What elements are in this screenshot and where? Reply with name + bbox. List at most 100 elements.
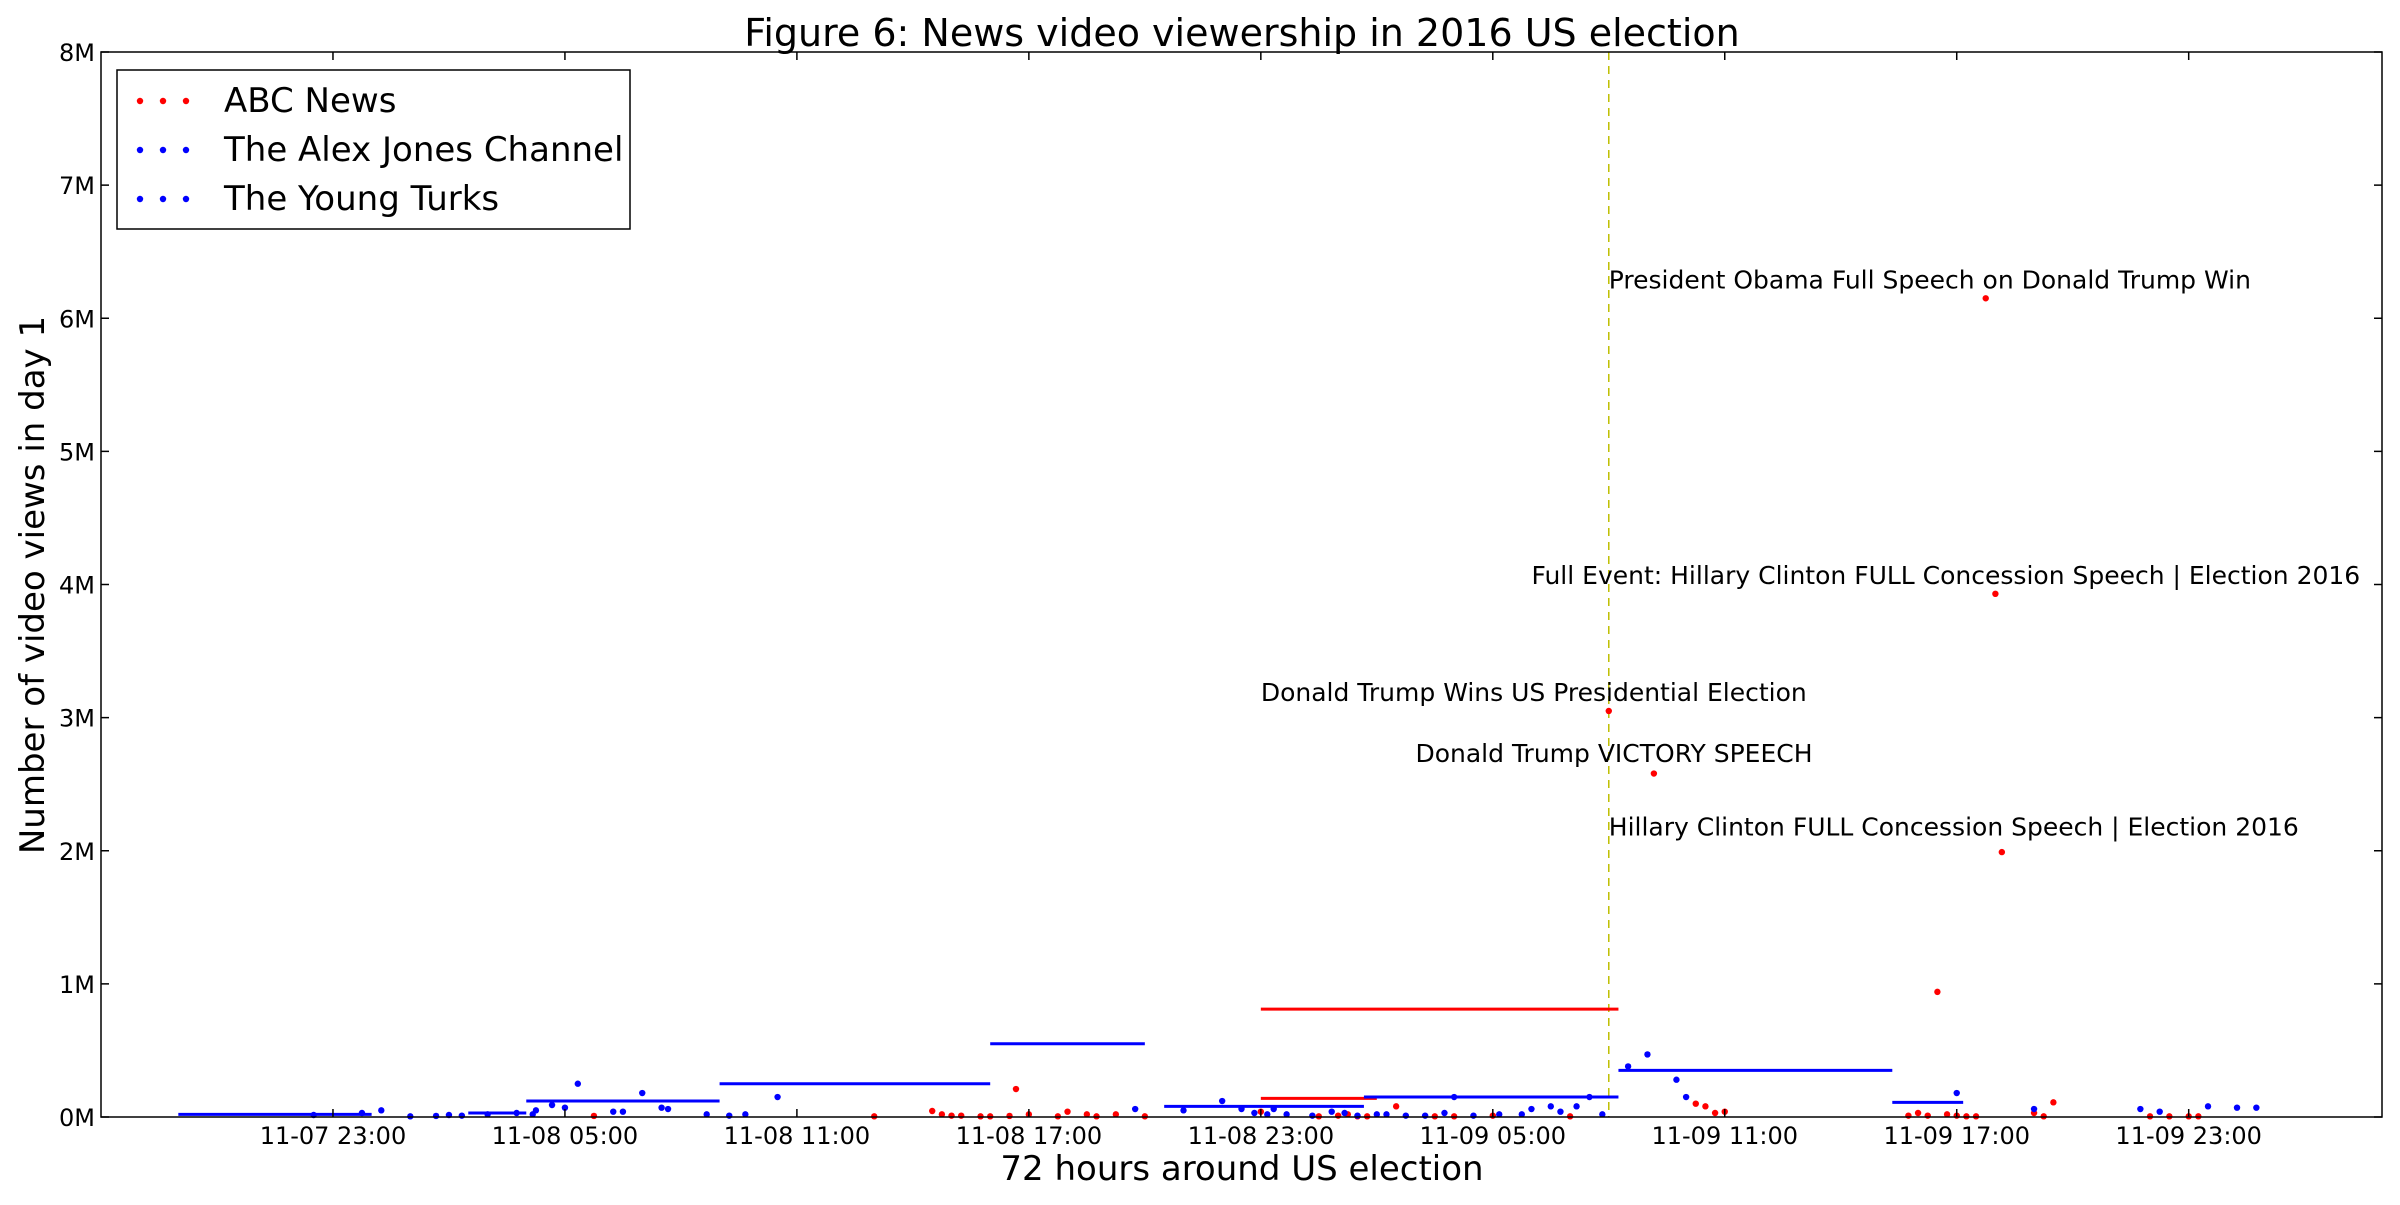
the-alex-jones-channel-point — [1383, 1111, 1390, 1118]
the-alex-jones-channel-point — [378, 1107, 385, 1114]
the-young-turks-point — [664, 1105, 672, 1113]
the-alex-jones-channel-point — [658, 1104, 665, 1111]
legend-marker-the-young-turks — [182, 195, 190, 203]
the-alex-jones-channel-point — [1131, 1105, 1139, 1113]
abc-news-point — [1711, 1109, 1719, 1117]
the-alex-jones-channel-point — [358, 1109, 366, 1117]
the-young-turks-point — [726, 1112, 733, 1119]
legend-marker-abc-news — [159, 97, 167, 105]
the-young-turks-point — [1557, 1108, 1564, 1115]
annotation-label: President Obama Full Speech on Donald Tr… — [1609, 265, 2251, 294]
legend-marker-the-alex-jones-channel — [182, 146, 190, 154]
x-tick-label: 11-09 17:00 — [1883, 1122, 2030, 1150]
abc-news-point — [1006, 1112, 1013, 1120]
legend: ABC News The Alex Jones Channel The Young … — [116, 69, 631, 230]
abc-news-point — [1982, 295, 1989, 302]
y-axis-label: Number of video views in day 1 — [13, 316, 53, 854]
abc-news-point — [1992, 590, 1999, 598]
annotation-label: Hillary Clinton FULL Concession Speech |… — [1609, 812, 2299, 841]
legend-label-abc-news: ABC News — [224, 81, 396, 121]
x-tick-label: 11-08 11:00 — [724, 1122, 871, 1150]
the-young-turks-point — [1528, 1105, 1535, 1113]
abc-news-point — [1934, 988, 1941, 996]
the-young-turks-point — [513, 1109, 520, 1117]
y-tick-label: 4M — [59, 572, 95, 600]
the-alex-jones-channel-point — [1450, 1093, 1458, 1101]
the-alex-jones-channel-point — [2137, 1105, 2144, 1113]
the-young-turks-point — [1402, 1112, 1410, 1119]
the-alex-jones-channel-point — [1644, 1051, 1651, 1058]
abc-news-point — [2050, 1099, 2057, 1106]
x-tick-label: 11-09 05:00 — [1420, 1122, 1567, 1150]
the-alex-jones-channel-point — [2030, 1105, 2038, 1113]
abc-news-point — [1998, 848, 2006, 856]
the-alex-jones-channel-point — [1586, 1093, 1593, 1101]
the-alex-jones-channel-point — [458, 1112, 466, 1119]
legend-label-the-alex-jones-channel: The Alex Jones Channel — [223, 130, 623, 170]
the-young-turks-point — [1573, 1103, 1580, 1110]
abc-news-point — [938, 1111, 946, 1118]
the-alex-jones-channel-point — [484, 1111, 491, 1118]
the-alex-jones-channel-point — [1624, 1063, 1632, 1070]
abc-news-point — [1702, 1103, 1709, 1110]
x-tick-label: 11-08 23:00 — [1188, 1122, 1335, 1150]
the-young-turks-point — [1470, 1112, 1477, 1119]
abc-news-point — [948, 1112, 955, 1119]
the-alex-jones-channel-point — [703, 1111, 710, 1118]
the-young-turks-point — [1599, 1111, 1606, 1118]
y-tick-label: 2M — [59, 838, 95, 866]
the-alex-jones-channel-point — [774, 1093, 781, 1101]
the-alex-jones-channel-point — [1180, 1107, 1187, 1114]
abc-news-point — [1392, 1103, 1400, 1110]
abc-news-point — [1650, 770, 1658, 777]
the-young-turks-point — [1270, 1105, 1277, 1113]
chart-title: Figure 6: News video viewership in 2016 … — [744, 11, 1739, 55]
abc-news-point — [1914, 1109, 1922, 1117]
the-alex-jones-channel-point — [1283, 1111, 1290, 1118]
abc-news-point — [1012, 1085, 1020, 1093]
the-alex-jones-channel-point — [2156, 1108, 2163, 1115]
x-tick-label: 11-08 17:00 — [956, 1122, 1103, 1150]
the-alex-jones-channel-point — [548, 1101, 556, 1109]
abc-news-point — [1334, 1112, 1342, 1119]
the-alex-jones-channel-point — [1953, 1089, 1960, 1097]
y-tick-label: 6M — [59, 305, 95, 333]
the-young-turks-point — [1341, 1109, 1348, 1117]
the-young-turks-point — [1518, 1111, 1525, 1118]
annotation-label: Full Event: Hillary Clinton FULL Concess… — [1531, 561, 2360, 590]
annotation-label: Donald Trump VICTORY SPEECH — [1415, 739, 1812, 768]
the-alex-jones-channel-point — [639, 1089, 646, 1097]
the-alex-jones-channel-point — [1264, 1111, 1271, 1118]
abc-news-point — [1083, 1111, 1091, 1118]
the-alex-jones-channel-point — [1547, 1103, 1554, 1110]
abc-news-point — [929, 1107, 936, 1115]
abc-news-point — [1924, 1112, 1931, 1119]
the-young-turks-point — [1354, 1112, 1361, 1119]
the-alex-jones-channel-point — [1673, 1076, 1680, 1083]
the-alex-jones-channel-point — [1238, 1105, 1245, 1113]
the-young-turks-point — [1309, 1112, 1316, 1119]
y-tick-label: 3M — [59, 705, 95, 733]
x-tick-label: 11-08 05:00 — [492, 1122, 639, 1150]
the-young-turks-point — [742, 1111, 749, 1118]
the-alex-jones-channel-point — [574, 1080, 582, 1087]
annotations: President Obama Full Speech on Donald Tr… — [1261, 265, 2360, 841]
legend-marker-abc-news — [136, 97, 144, 105]
abc-news-point — [1692, 1100, 1699, 1107]
the-young-turks-point — [1251, 1109, 1258, 1117]
annotation-label: Donald Trump Wins US Presidential Electi… — [1261, 678, 1807, 707]
legend-marker-abc-news — [182, 97, 190, 105]
x-tick-label: 11-07 23:00 — [260, 1122, 407, 1150]
the-alex-jones-channel-point — [561, 1104, 569, 1111]
x-axis-label: 72 hours around US election — [1000, 1149, 1483, 1189]
the-young-turks-point — [529, 1111, 536, 1118]
the-alex-jones-channel-point — [432, 1112, 440, 1120]
y-tick-label: 7M — [59, 172, 95, 200]
x-tick-label: 11-09 23:00 — [2115, 1122, 2262, 1150]
abc-news-point — [1112, 1111, 1120, 1118]
abc-news-point — [1064, 1108, 1071, 1115]
abc-news-point — [1943, 1111, 1951, 1118]
x-tick-label: 11-09 11:00 — [1651, 1122, 1798, 1150]
legend-marker-the-alex-jones-channel — [159, 146, 167, 154]
abc-news-point — [1905, 1112, 1912, 1119]
